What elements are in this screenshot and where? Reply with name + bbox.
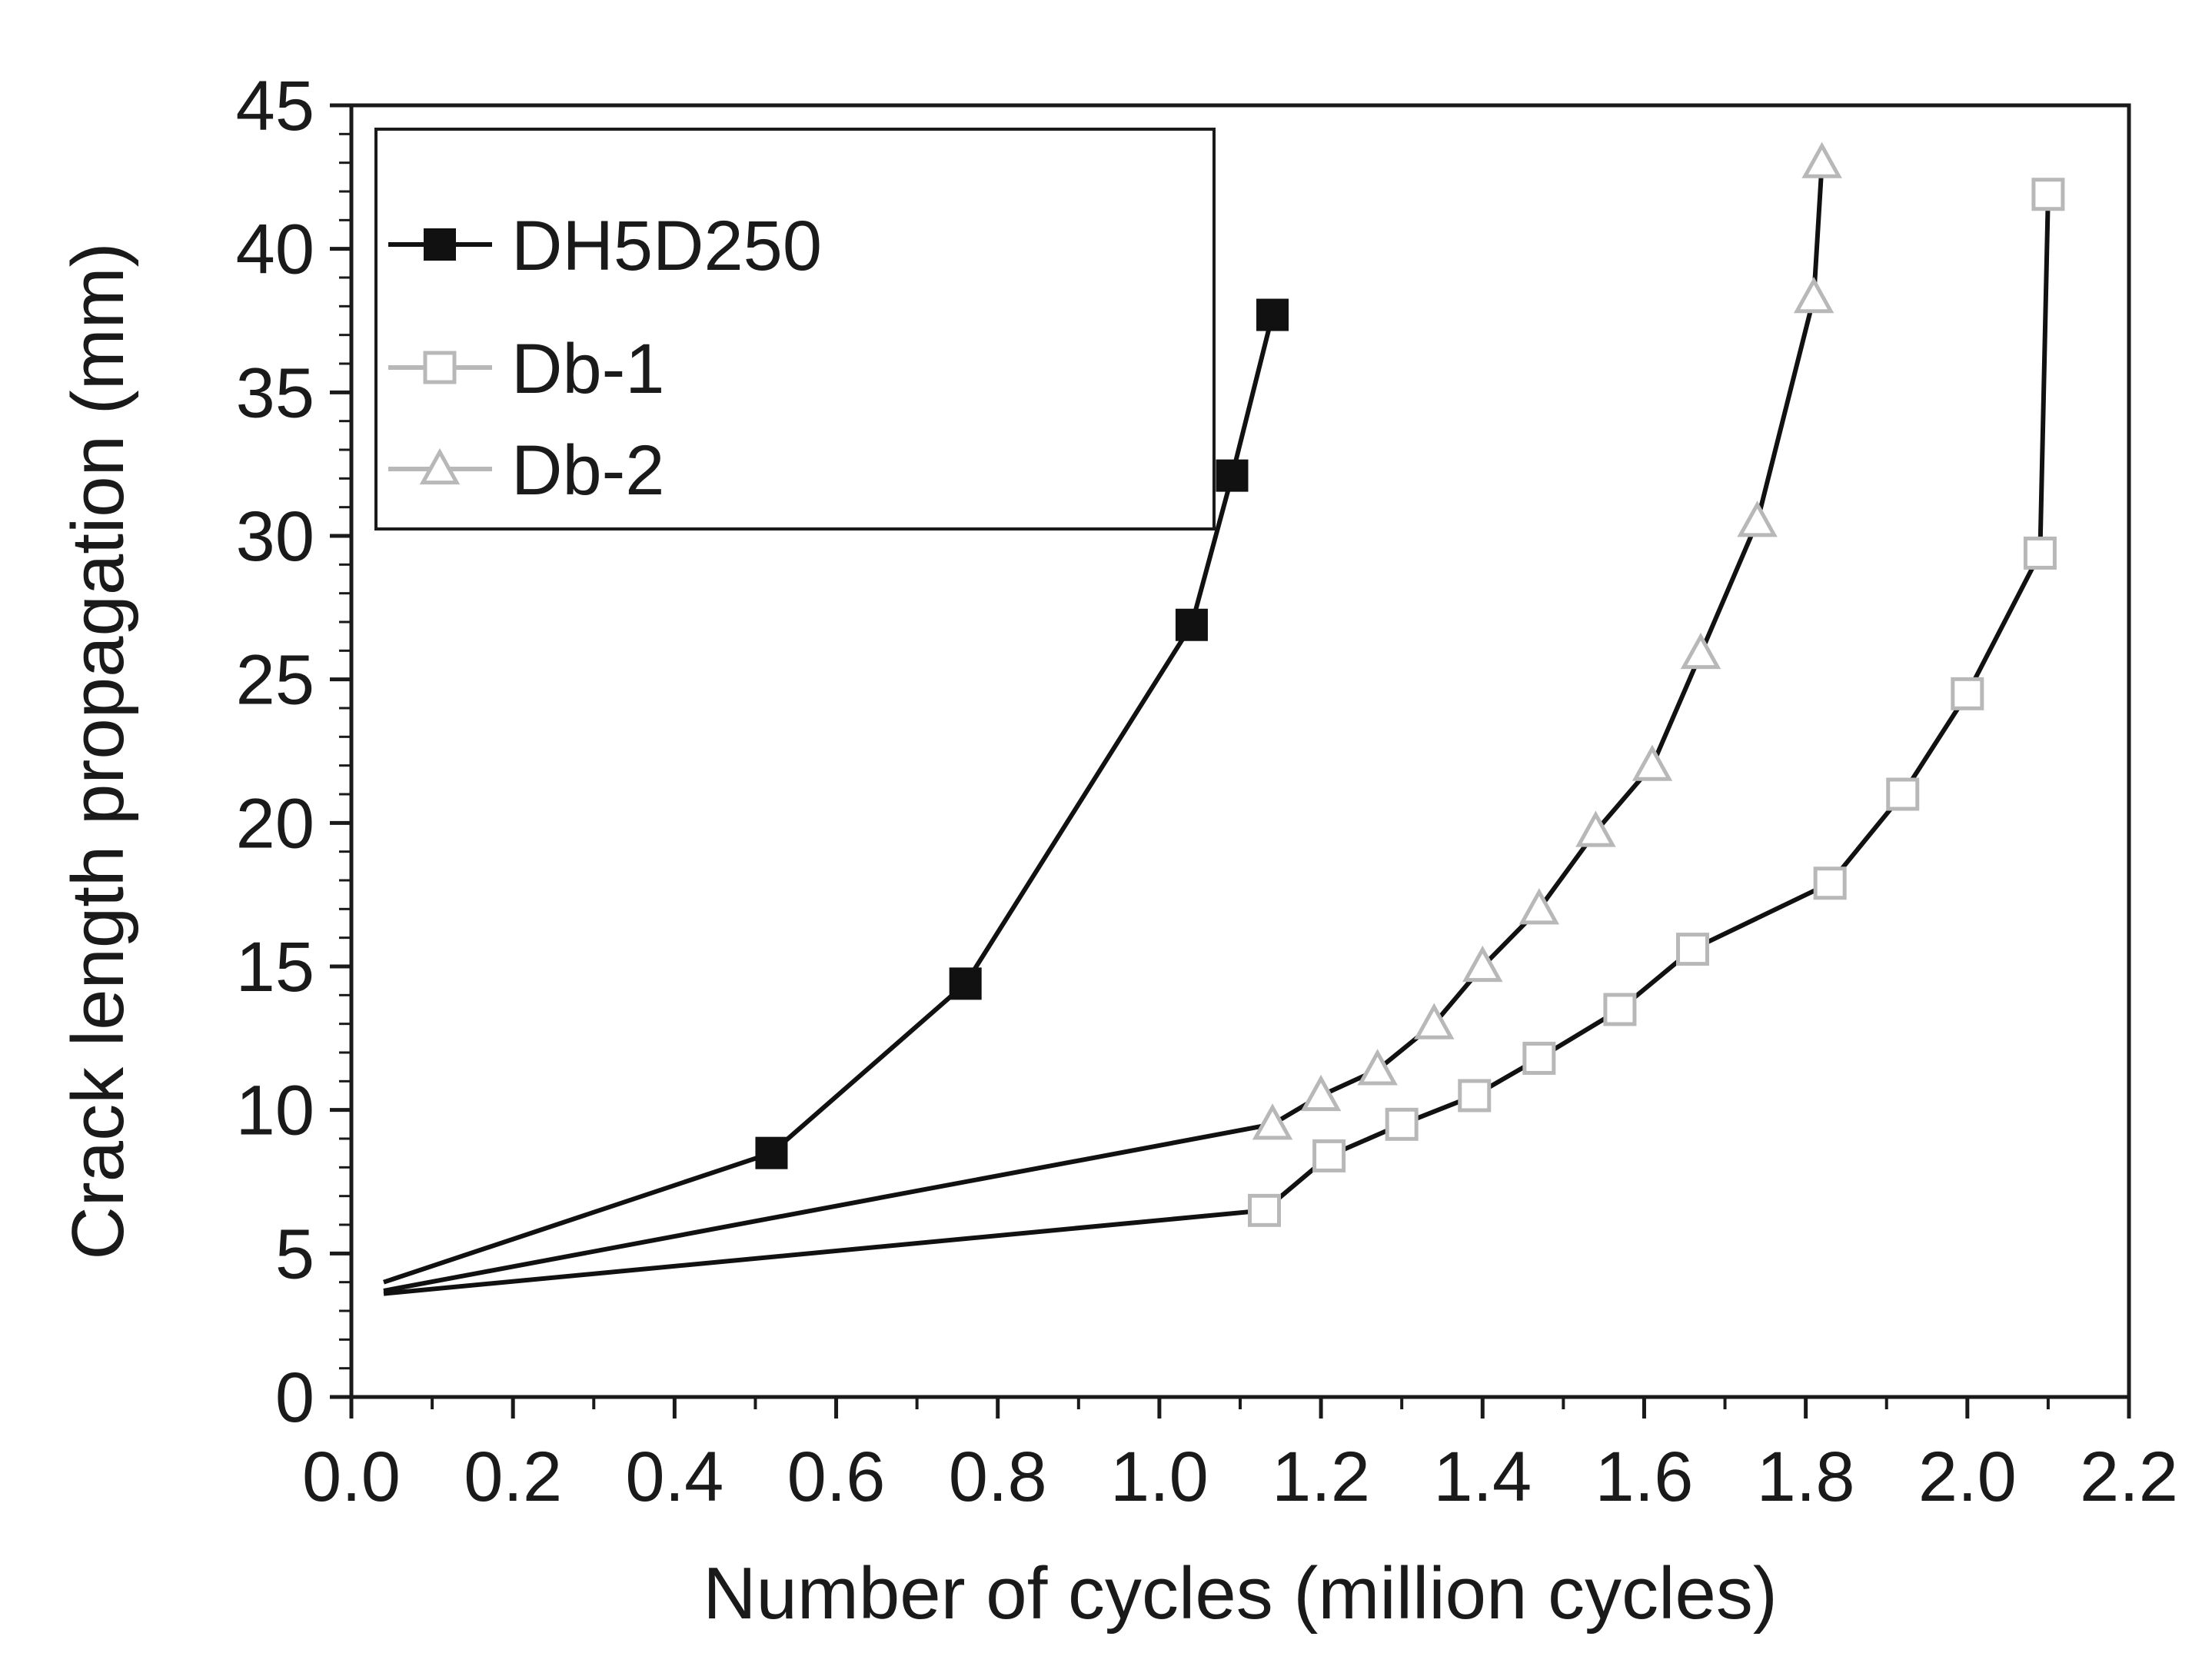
x-tick-label: 2.2 bbox=[2080, 1438, 2178, 1516]
series-line bbox=[383, 314, 1275, 1285]
data-point bbox=[1252, 1103, 1293, 1140]
legend-marker bbox=[419, 447, 461, 485]
x-tick-label: 0.2 bbox=[464, 1438, 562, 1516]
data-point bbox=[1413, 1003, 1455, 1039]
x-tick-label: 0.6 bbox=[787, 1438, 886, 1516]
x-tick-label: 0.8 bbox=[949, 1438, 1047, 1516]
data-point bbox=[1632, 744, 1673, 781]
series-dh5d250 bbox=[383, 298, 1289, 1285]
legend-marker bbox=[424, 228, 456, 261]
data-point bbox=[755, 1136, 788, 1169]
y-tick-label: 5 bbox=[275, 1215, 314, 1293]
x-tick-label: 2.0 bbox=[1918, 1438, 2017, 1516]
y-tick-label: 15 bbox=[236, 928, 314, 1006]
y-axis-title: Crack length propagation (mm) bbox=[57, 242, 139, 1259]
data-point bbox=[1676, 933, 1710, 966]
series-db-2 bbox=[383, 141, 1842, 1293]
y-tick-label: 30 bbox=[236, 497, 314, 576]
data-point bbox=[1951, 677, 1984, 710]
x-tick-label: 1.0 bbox=[1110, 1438, 1209, 1516]
data-point bbox=[2023, 536, 2057, 570]
data-point bbox=[2031, 178, 2065, 211]
x-tick-label: 0.4 bbox=[625, 1438, 723, 1516]
data-point bbox=[1462, 945, 1503, 983]
series-layer bbox=[383, 141, 2065, 1296]
data-point bbox=[1300, 1074, 1342, 1112]
data-point bbox=[1793, 276, 1834, 314]
y-tick-label: 0 bbox=[275, 1359, 314, 1437]
legend-label: Db-2 bbox=[511, 431, 664, 510]
y-tick-label: 40 bbox=[236, 211, 314, 289]
data-point bbox=[1886, 777, 1920, 811]
data-point bbox=[1357, 1049, 1398, 1086]
legend-marker bbox=[423, 351, 457, 384]
x-axis-title: Number of cycles (million cycles) bbox=[703, 1552, 1778, 1635]
data-point bbox=[1801, 141, 1842, 178]
y-tick-label: 35 bbox=[236, 354, 314, 432]
y-tick-label: 45 bbox=[236, 67, 314, 145]
legend: DH5D250 Db-1 Db-2 bbox=[374, 128, 1216, 530]
data-point bbox=[1522, 1041, 1556, 1075]
data-point bbox=[1575, 810, 1616, 847]
series-db-1 bbox=[383, 178, 2065, 1296]
legend-label: Db-1 bbox=[511, 330, 664, 408]
data-point bbox=[1603, 993, 1637, 1026]
data-point bbox=[1385, 1107, 1419, 1141]
y-tick-label: 20 bbox=[236, 784, 314, 863]
y-tick-label: 25 bbox=[236, 641, 314, 720]
data-point bbox=[949, 967, 982, 1000]
data-point bbox=[1175, 608, 1208, 641]
data-point bbox=[1458, 1079, 1492, 1113]
data-point bbox=[1680, 632, 1721, 670]
data-point bbox=[1813, 866, 1847, 900]
x-tick-label: 1.4 bbox=[1433, 1438, 1532, 1516]
data-point bbox=[1518, 888, 1560, 925]
data-point bbox=[1737, 501, 1778, 537]
data-point bbox=[1216, 459, 1249, 492]
x-tick-label: 1.6 bbox=[1595, 1438, 1694, 1516]
data-point bbox=[1256, 298, 1289, 331]
x-tick-label: 1.8 bbox=[1757, 1438, 1855, 1516]
x-tick-label: 1.2 bbox=[1272, 1438, 1370, 1516]
legend-label: DH5D250 bbox=[511, 207, 822, 285]
legend-box bbox=[374, 128, 1216, 530]
data-point bbox=[1248, 1193, 1282, 1227]
ticks-layer: 0.0 0.2 0.4 0.6 0.8 1.0 1.2 1.4 1.6 1.8 2.0 2.2 0 5 10… bbox=[236, 67, 2178, 1516]
x-tick-label: 0.0 bbox=[302, 1438, 401, 1516]
data-point bbox=[1312, 1139, 1346, 1172]
y-tick-label: 10 bbox=[236, 1072, 314, 1150]
